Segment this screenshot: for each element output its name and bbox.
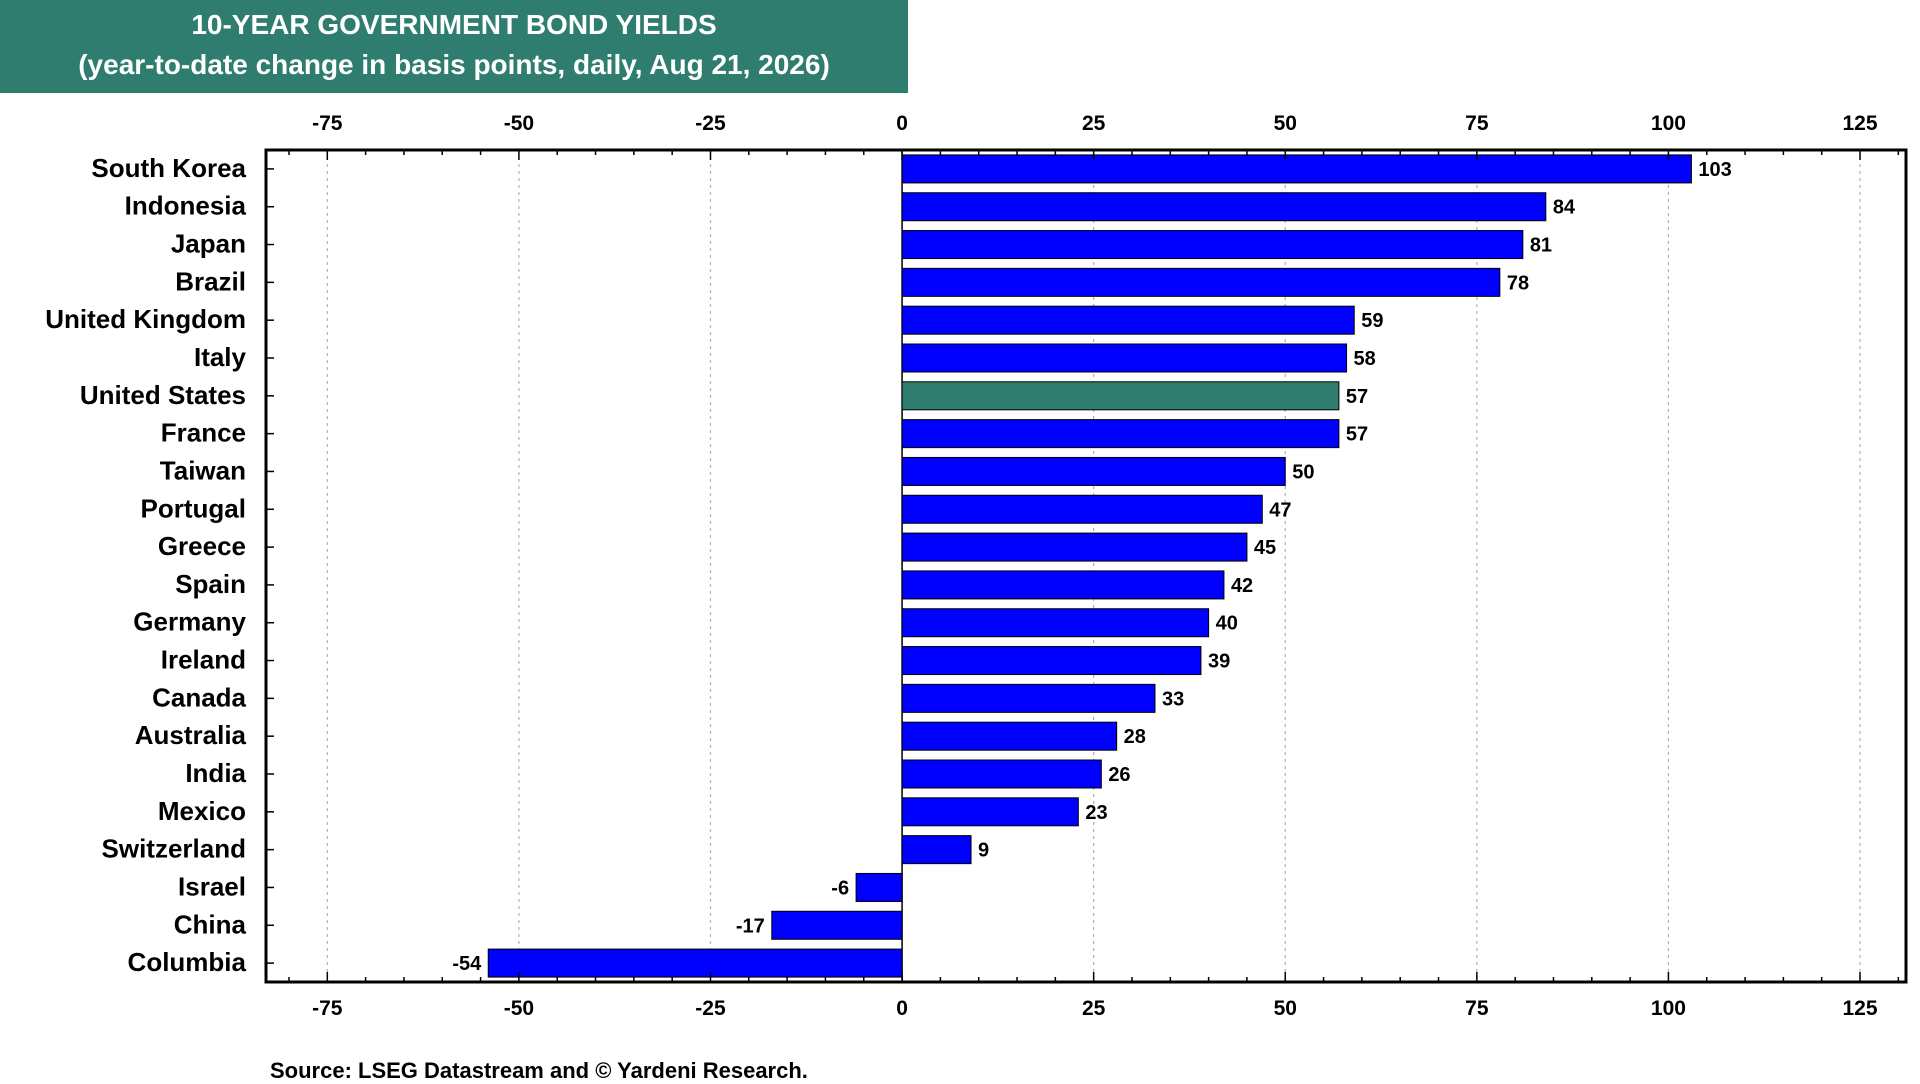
x-tick-label-bottom: 50 <box>1274 997 1297 1020</box>
category-label: India <box>185 758 246 788</box>
x-tick-label-bottom: 125 <box>1842 997 1877 1020</box>
x-tick-label-bottom: -25 <box>695 997 726 1020</box>
data-label: -54 <box>452 953 482 975</box>
bar <box>901 608 1210 638</box>
chart-subtitle: (year-to-date change in basis points, da… <box>78 49 830 80</box>
data-label: 84 <box>1553 197 1576 219</box>
x-tick-label-bottom: 0 <box>896 997 908 1020</box>
x-tick-label-top: 100 <box>1651 112 1686 135</box>
x-tick-label-top: 125 <box>1842 112 1877 135</box>
x-tick-label-top: 75 <box>1465 112 1489 135</box>
bar <box>901 683 1156 713</box>
bar <box>901 835 972 865</box>
category-label: Spain <box>175 569 246 599</box>
category-label: Columbia <box>128 947 247 977</box>
category-label: Canada <box>152 682 246 712</box>
data-label: 58 <box>1354 348 1376 370</box>
category-label: Ireland <box>161 645 246 675</box>
axis-layer: -75 -75 -50 -50 -25 -25 0 0 25 25 50 50 75 75 100 100 12… <box>266 112 1900 1020</box>
data-label: -6 <box>831 877 849 899</box>
x-tick-label-bottom: 25 <box>1082 997 1106 1020</box>
category-label: United Kingdom <box>45 304 246 334</box>
data-label: 39 <box>1208 651 1230 673</box>
bar <box>901 759 1102 789</box>
bar <box>901 494 1263 524</box>
bar <box>901 343 1348 373</box>
category-label: Israel <box>178 871 246 901</box>
bar <box>901 305 1355 335</box>
data-label: 57 <box>1346 424 1368 446</box>
bar <box>901 267 1501 297</box>
data-label: 45 <box>1254 537 1276 559</box>
x-tick-label-top: 25 <box>1082 112 1106 135</box>
category-label: Germany <box>133 607 246 637</box>
chart-title: 10-YEAR GOVERNMENT BOND YIELDS <box>191 9 717 40</box>
category-label: Mexico <box>158 796 246 826</box>
x-tick-label-top: -50 <box>504 112 534 135</box>
data-label: 40 <box>1216 613 1238 635</box>
x-tick-label-top: -25 <box>695 112 726 135</box>
category-label: France <box>161 418 246 448</box>
category-label: Italy <box>194 342 247 372</box>
plot-frame <box>264 148 1908 984</box>
x-tick-label-bottom: 75 <box>1465 997 1489 1020</box>
bar <box>855 872 903 902</box>
data-label: 103 <box>1698 159 1731 181</box>
source-note: Source: LSEG Datastream and © Yardeni Re… <box>270 1058 808 1083</box>
data-label: 50 <box>1292 461 1314 483</box>
data-label: 47 <box>1269 499 1291 521</box>
bar <box>901 230 1524 260</box>
data-label: 23 <box>1085 802 1107 824</box>
data-label: -17 <box>736 915 765 937</box>
chart-title-box: 10-YEAR GOVERNMENT BOND YIELDS (year-to-… <box>0 0 908 93</box>
data-label: 28 <box>1124 726 1146 748</box>
labels-layer: South Korea 103 Indonesia 84 Japan 81 Brazil 78… <box>45 153 1732 977</box>
x-tick-label-bottom: -75 <box>312 997 343 1020</box>
bar <box>901 797 1079 827</box>
bar <box>901 646 1202 676</box>
category-label: Portugal <box>141 493 246 523</box>
x-tick-label-top: -75 <box>312 112 343 135</box>
data-label: 26 <box>1108 764 1130 786</box>
bar <box>901 456 1286 486</box>
data-label: 57 <box>1346 386 1368 408</box>
category-label: Australia <box>135 720 247 750</box>
x-tick-label-top: 0 <box>896 112 908 135</box>
bar <box>901 570 1225 600</box>
category-label: Japan <box>171 229 246 259</box>
category-label: South Korea <box>91 153 246 183</box>
category-label: Switzerland <box>102 834 246 864</box>
x-tick-label-top: 50 <box>1274 112 1297 135</box>
bar <box>901 192 1547 222</box>
bar <box>487 948 903 978</box>
category-label: China <box>174 909 247 939</box>
data-label: 33 <box>1162 688 1184 710</box>
bars-layer <box>487 154 1692 978</box>
x-tick-label-bottom: -50 <box>504 997 534 1020</box>
data-label: 81 <box>1530 235 1552 257</box>
x-tick-label-bottom: 100 <box>1651 997 1686 1020</box>
bar <box>901 154 1692 184</box>
category-label: Greece <box>158 531 246 561</box>
data-label: 78 <box>1507 272 1529 294</box>
category-label: Indonesia <box>125 191 247 221</box>
bar <box>901 381 1340 411</box>
category-label: Taiwan <box>160 455 246 485</box>
bar <box>901 532 1248 562</box>
bar <box>771 910 903 940</box>
data-label: 59 <box>1361 310 1383 332</box>
bar <box>901 419 1340 449</box>
category-label: United States <box>80 380 246 410</box>
category-label: Brazil <box>175 266 246 296</box>
data-label: 9 <box>978 840 989 862</box>
bar <box>901 721 1118 751</box>
data-label: 42 <box>1231 575 1253 597</box>
